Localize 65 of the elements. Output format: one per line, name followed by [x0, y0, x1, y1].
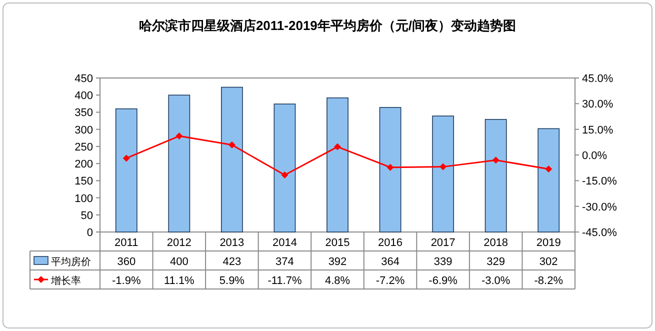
point [386, 164, 394, 171]
y-tick-label: 0 [86, 227, 93, 239]
x-tick-label: 2015 [325, 237, 350, 249]
y2-tick-label: 0.0% [582, 150, 608, 162]
data-label: 11.1% [164, 275, 195, 287]
y2-tick-label: 45.0% [582, 73, 614, 85]
data-label: -7.2% [376, 275, 405, 287]
y-tick-label: 100 [74, 192, 93, 205]
point [545, 166, 552, 173]
y-tick-label: 300 [74, 124, 93, 136]
data-label: 360 [117, 256, 136, 268]
data-label: -8.2% [534, 275, 564, 287]
bar [379, 107, 402, 232]
y2-tick-label: 30.0% [582, 98, 614, 111]
legend-label: 平均房价 [51, 256, 91, 268]
data-label: 5.9% [219, 275, 245, 287]
bar [538, 128, 560, 232]
point [281, 172, 288, 179]
data-label: 374 [276, 256, 294, 268]
y-tick-label: 450 [74, 73, 93, 85]
data-label: -3.0% [481, 275, 510, 287]
point [228, 141, 236, 148]
x-tick-label: 2016 [378, 237, 403, 249]
y2-tick-label: -15.0% [582, 176, 618, 188]
bar [168, 94, 190, 232]
point [122, 154, 130, 162]
point [334, 143, 341, 150]
y-tick-label: 50 [80, 210, 93, 222]
data-label: 339 [434, 256, 452, 268]
x-tick-label: 2011 [114, 237, 138, 249]
bar [274, 104, 296, 232]
bar [220, 86, 243, 232]
point [440, 163, 447, 170]
x-tick-label: 2017 [430, 237, 456, 249]
data-label: 392 [328, 256, 347, 268]
chart-title: 哈尔滨市四星级酒店2011-2019年平均房价（元/间夜）变动趋势图 [138, 18, 516, 33]
y-tick-label: 200 [74, 158, 93, 171]
y2-tick-label: 15.0% [582, 124, 614, 136]
x-tick-label: 2013 [220, 237, 244, 249]
y-tick-label: 250 [74, 141, 93, 154]
bar [326, 97, 348, 232]
data-label: -1.9% [112, 275, 141, 287]
x-tick-label: 2019 [536, 237, 561, 249]
x-tick-label: 2012 [166, 237, 192, 249]
data-label: -11.7% [268, 275, 302, 287]
data-label: 4.8% [324, 275, 350, 287]
bar [484, 119, 507, 232]
y2-tick-label: -30.0% [582, 201, 618, 214]
x-tick-label: 2014 [272, 237, 297, 249]
point [492, 156, 500, 164]
x-tick-label: 2018 [484, 237, 508, 249]
data-label: 302 [539, 256, 558, 268]
legend-label: 增长率 [50, 275, 81, 287]
data-label: 329 [486, 256, 506, 268]
data-label: 423 [222, 256, 242, 268]
y-tick-label: 350 [74, 107, 93, 120]
y-tick-label: 400 [74, 90, 93, 102]
y-tick-label: 150 [74, 176, 93, 188]
y2-tick-label: -45.0% [582, 227, 618, 239]
data-label: -6.9% [428, 275, 458, 287]
data-label: 364 [381, 256, 400, 268]
bar [115, 108, 138, 232]
point [176, 132, 183, 140]
data-label: 400 [170, 256, 188, 268]
bar [432, 116, 454, 232]
